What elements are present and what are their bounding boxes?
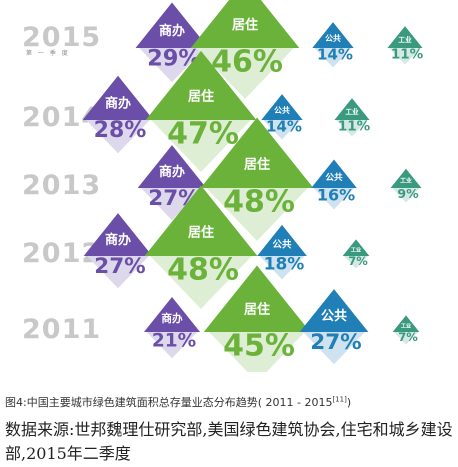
triangle-2013-3 (390, 168, 422, 188)
category-label-2013-0: 商办 (159, 164, 185, 180)
category-label-2013-2: 公共 (325, 171, 343, 183)
triangle-tail-2012-2 (259, 256, 305, 280)
category-label-2012-3: 工业 (351, 246, 361, 253)
triangle-tail-2011-0 (146, 332, 198, 359)
triangle-tail-2014-3 (336, 120, 368, 137)
value-label-2015-1: 46% (211, 44, 283, 79)
triangle-2012-3 (342, 239, 370, 256)
triangle-2011-3 (392, 315, 420, 332)
value-label-2012-1: 48% (167, 252, 239, 287)
triangle-2014-2 (261, 94, 303, 120)
triangle-tail-2012-0 (87, 256, 149, 289)
category-label-2012-2: 公共 (273, 238, 292, 250)
value-label-2014-0: 28% (94, 118, 147, 143)
category-label-2013-3: 工业 (400, 177, 412, 185)
value-label-2014-3: 11% (338, 119, 371, 135)
year-label-2013: 2013 (22, 170, 101, 201)
triangle-2013-2 (311, 159, 357, 188)
category-label-2015-1: 居住 (232, 17, 258, 33)
triangle-2015-0 (135, 2, 209, 48)
triangle-tail-2015-1 (196, 48, 294, 99)
triangle-tail-2014-0 (86, 120, 150, 154)
year-subtitle-2015: 第 一 季 度 (26, 49, 70, 57)
triangle-tail-2013-0 (141, 188, 203, 221)
value-label-2014-2: 14% (266, 118, 302, 136)
triangle-2015-1 (190, 0, 300, 48)
triangle-tail-2011-2 (303, 332, 365, 365)
year-label-2015: 2015 (22, 22, 101, 53)
triangle-tail-2012-1 (150, 256, 252, 309)
triangle-tail-2015-3 (389, 48, 421, 65)
triangle-2011-0 (143, 296, 201, 332)
caption-end: ) (346, 396, 352, 409)
figure-caption: 图4:中国主要城市绿色建筑面积总存量业态分布趋势( 2011 - 2015[11… (5, 394, 455, 410)
value-label-2015-3: 11% (391, 47, 424, 63)
triangle-tail-2013-3 (392, 188, 420, 203)
value-label-2011-0: 21% (152, 330, 196, 351)
triangle-2011-1 (203, 265, 311, 332)
category-label-2015-0: 商办 (159, 23, 185, 39)
value-label-2012-0: 27% (94, 254, 145, 279)
value-label-2013-3: 9% (397, 186, 419, 201)
triangle-2013-0 (137, 145, 207, 188)
value-label-2015-2: 14% (317, 46, 353, 64)
caption-ref: [11] (332, 395, 347, 404)
triangle-2012-2 (257, 224, 307, 256)
triangle-2014-0 (82, 75, 154, 120)
triangle-tail-2015-2 (314, 48, 352, 68)
category-label-2011-1: 居住 (244, 301, 270, 317)
data-source: 数据来源:世邦魏理仕研究部,美国绿色建筑协会,住宅和城乡建设部,2015年二季度 (5, 420, 453, 463)
triangle-tail-2011-3 (393, 332, 419, 345)
category-label-2011-3: 工业 (401, 322, 411, 329)
triangle-2013-1 (200, 117, 314, 188)
triangle-tail-2014-1 (151, 120, 251, 172)
triangle-2012-0 (83, 213, 153, 256)
triangle-2014-3 (334, 98, 370, 120)
category-label-2011-2: 公共 (321, 308, 347, 324)
category-label-2012-0: 商办 (105, 232, 131, 248)
value-label-2013-2: 16% (317, 185, 355, 204)
category-label-2011-0: 商办 (161, 312, 183, 325)
triangle-tail-2014-2 (263, 120, 301, 140)
category-label-2014-2: 公共 (274, 105, 290, 115)
category-label-2014-0: 商办 (105, 96, 131, 112)
category-label-2013-1: 居住 (244, 156, 270, 172)
triangle-tail-2013-2 (313, 188, 355, 210)
value-label-2011-2: 27% (310, 330, 361, 355)
category-label-2014-1: 居住 (188, 89, 214, 105)
value-label-2011-3: 7% (398, 330, 418, 344)
value-label-2011-1: 45% (223, 328, 295, 363)
triangle-tail-2013-1 (206, 188, 308, 241)
value-label-2012-2: 18% (264, 254, 305, 274)
value-label-2012-3: 7% (348, 254, 368, 268)
chart-area: 2015 第 一 季 度商办 29% 居住 46% 公共 14% 工业 11% 2014 商办 28%… (22, 0, 424, 372)
year-label-2011: 2011 (22, 314, 101, 345)
triangle-tail-2015-0 (139, 48, 205, 83)
triangle-2011-2 (299, 289, 369, 332)
triangle-2015-2 (312, 22, 354, 48)
triangle-2015-3 (387, 26, 423, 48)
triangle-tail-2012-3 (343, 256, 369, 269)
value-label-2014-1: 47% (167, 116, 239, 151)
category-label-2012-1: 居住 (188, 224, 214, 240)
category-label-2015-3: 工业 (398, 35, 412, 44)
triangle-2012-1 (144, 185, 258, 256)
value-label-2013-1: 48% (223, 184, 295, 219)
caption-text: 图4:中国主要城市绿色建筑面积总存量业态分布趋势( 2011 - 2015 (5, 396, 333, 409)
category-label-2014-3: 工业 (345, 107, 359, 116)
triangle-2014-1 (145, 50, 257, 120)
category-label-2015-2: 公共 (325, 33, 341, 43)
triangle-tail-2011-1 (209, 332, 305, 372)
